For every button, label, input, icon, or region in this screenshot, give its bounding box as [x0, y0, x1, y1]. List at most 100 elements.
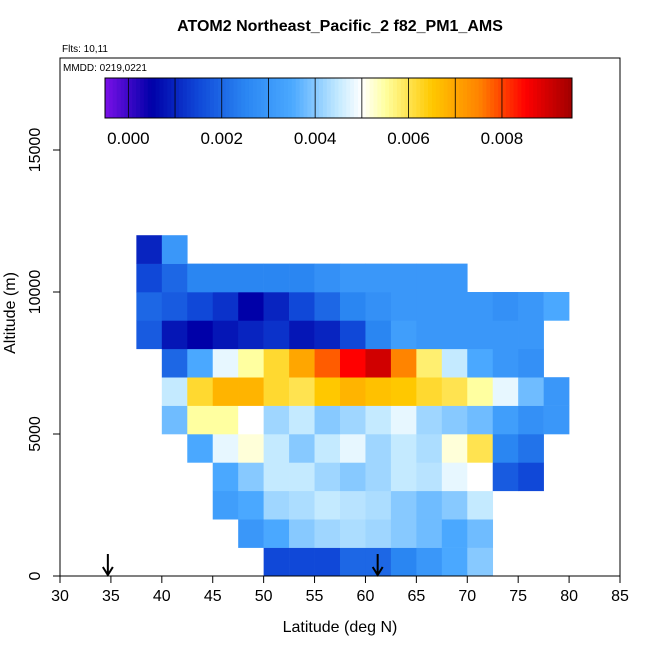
colorbar-segment — [482, 78, 487, 118]
heatmap-cell — [187, 434, 214, 463]
x-tick-label: 40 — [153, 588, 171, 605]
heatmap-cell — [365, 519, 392, 548]
colorbar-segment — [284, 78, 289, 118]
heatmap-cell — [441, 490, 468, 520]
colorbar-segment — [533, 78, 538, 118]
colorbar-segment — [334, 78, 339, 118]
heatmap-cell — [212, 292, 239, 321]
heatmap-cell — [416, 292, 443, 321]
heatmap-cell — [518, 462, 544, 492]
colorbar-segment — [303, 78, 308, 118]
colorbar-segment — [439, 78, 444, 118]
colorbar-segment — [404, 78, 409, 118]
colorbar-segment — [143, 78, 149, 118]
heatmap-cell — [314, 263, 341, 293]
heatmap-cell — [390, 263, 417, 293]
colorbar-segment — [221, 78, 227, 118]
heatmap-cell — [161, 263, 188, 293]
heatmap-cell — [314, 490, 341, 520]
heatmap-cell — [212, 462, 239, 492]
heatmap-cell — [492, 377, 519, 406]
heatmap-cell — [263, 263, 290, 293]
heatmap-cell — [543, 405, 570, 435]
x-tick-label: 55 — [306, 588, 324, 605]
colorbar-segment — [178, 78, 184, 118]
heatmap-cell — [263, 405, 290, 435]
x-tick-label: 85 — [611, 588, 629, 605]
colorbar-segment — [210, 78, 215, 118]
heatmap-cell — [314, 348, 341, 378]
colorbar-segment — [470, 78, 476, 118]
colorbar-frame — [104, 77, 573, 119]
colorbar-segment — [194, 78, 199, 118]
heatmap-cell — [136, 263, 163, 293]
colorbar-segment — [248, 78, 254, 118]
colorbar-segment — [400, 78, 406, 118]
heatmap-cell — [365, 348, 392, 378]
colorbar-segment — [175, 78, 180, 118]
colorbar-segment — [396, 78, 402, 118]
heatmap-cell — [390, 405, 417, 435]
heatmap-cell — [161, 320, 188, 350]
colorbar-segment — [424, 78, 429, 118]
heatmap-cell — [238, 405, 264, 435]
colorbar-segment — [490, 78, 495, 118]
colorbar-segment — [548, 78, 553, 118]
heatmap-cell — [365, 292, 392, 321]
heatmap-cell — [263, 434, 290, 463]
colorbar-segment — [237, 78, 242, 118]
heatmap-cell — [441, 320, 468, 350]
colorbar-segment — [124, 78, 129, 118]
x-axis-label: Latitude (deg N) — [283, 619, 398, 636]
heatmap-cell — [161, 292, 188, 321]
heatmap-cell — [263, 462, 290, 492]
heatmap-cell — [161, 405, 188, 435]
heatmap-cell — [441, 292, 468, 321]
heatmap-cell — [187, 348, 214, 378]
heatmap-cell — [314, 519, 341, 548]
colorbar-segment — [459, 78, 464, 118]
heatmap-cell — [263, 519, 290, 548]
heatmap-cell — [390, 519, 417, 548]
heatmap-cell — [212, 348, 239, 378]
heatmap-cell — [492, 405, 519, 435]
heatmap-cell — [263, 547, 290, 577]
colorbar-segment — [116, 78, 121, 118]
heatmap-cell — [492, 320, 519, 350]
heatmap-cell — [263, 377, 290, 406]
heatmap-cell — [390, 462, 417, 492]
heatmap-cell — [441, 547, 468, 577]
heatmap-cell — [467, 292, 494, 321]
heatmap-cell — [543, 377, 570, 406]
heatmap-cell — [161, 348, 188, 378]
colorbar-segment — [389, 78, 394, 118]
colorbar-segment — [443, 78, 448, 118]
heatmap-cell — [390, 547, 417, 577]
heatmap-cell — [390, 320, 417, 350]
heatmap-cell — [238, 462, 264, 492]
colorbar-segment — [357, 78, 363, 118]
heatmap-cell — [365, 490, 392, 520]
heatmap-cell — [518, 320, 544, 350]
note: MMDD: 0219,0221 — [63, 63, 147, 74]
heatmap-cell — [289, 348, 315, 378]
colorbar-segment — [295, 78, 300, 118]
colorbar-segment — [428, 78, 433, 118]
heatmap-cell — [289, 490, 315, 520]
heatmap-cell — [416, 263, 443, 293]
heatmap-cell — [263, 292, 290, 321]
colorbar-segment — [451, 78, 456, 118]
heatmap-cell — [416, 320, 443, 350]
colorbar-segment — [408, 78, 413, 118]
heatmap-cell — [441, 434, 468, 463]
colorbar-segment — [136, 78, 141, 118]
colorbar-segment — [225, 78, 230, 118]
x-tick-label: 70 — [458, 588, 476, 605]
colorbar-segment — [171, 78, 176, 118]
y-axis-label: Altitude (m) — [2, 272, 19, 354]
colorbar-segment — [330, 78, 336, 118]
colorbar-segment — [140, 78, 145, 118]
colorbar-segment — [252, 78, 258, 118]
colorbar-segment — [420, 78, 425, 118]
